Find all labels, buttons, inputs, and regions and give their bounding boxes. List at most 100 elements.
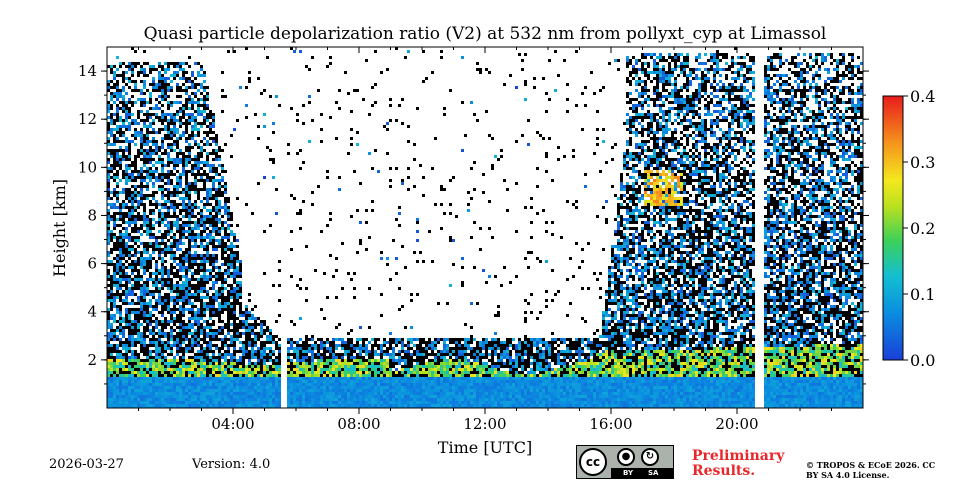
heatmap-cell <box>224 209 227 212</box>
heatmap-cell <box>278 383 281 386</box>
heatmap-cell <box>149 314 152 317</box>
heatmap-cell <box>245 374 248 377</box>
heatmap-cell <box>272 365 275 368</box>
heatmap-cell <box>125 266 128 269</box>
heatmap-cell <box>107 233 110 236</box>
heatmap-cell <box>389 98 392 101</box>
heatmap-cell <box>131 272 134 275</box>
heatmap-cell <box>194 293 197 296</box>
heatmap-cell <box>158 365 161 368</box>
heatmap-cell <box>380 362 383 365</box>
heatmap-cell <box>179 209 182 212</box>
heatmap-cell <box>185 395 188 398</box>
heatmap-cell <box>392 380 395 383</box>
heatmap-cell <box>326 386 329 389</box>
heatmap-cell <box>260 323 263 326</box>
heatmap-cell <box>242 323 245 326</box>
heatmap-cell <box>296 404 299 407</box>
heatmap-cell <box>356 356 359 359</box>
heatmap-cell <box>383 338 386 341</box>
heatmap-cell <box>176 224 179 227</box>
heatmap-cell <box>128 128 131 131</box>
heatmap-cell <box>107 347 110 350</box>
heatmap-cell <box>197 278 200 281</box>
heatmap-cell <box>323 341 326 344</box>
heatmap-cell <box>341 398 344 401</box>
heatmap-cell <box>122 293 125 296</box>
heatmap-cell <box>266 347 269 350</box>
heatmap-cell <box>269 359 272 362</box>
heatmap-cell <box>164 80 167 83</box>
heatmap-cell <box>152 332 155 335</box>
heatmap-cell <box>350 374 353 377</box>
heatmap-cell <box>143 251 146 254</box>
heatmap-cell <box>266 356 269 359</box>
heatmap-cell <box>182 404 185 407</box>
heatmap-cell <box>146 251 149 254</box>
heatmap-cell <box>113 134 116 137</box>
heatmap-cell <box>347 350 350 353</box>
heatmap-cell <box>209 347 212 350</box>
heatmap-cell <box>131 311 134 314</box>
heatmap-cell <box>185 197 188 200</box>
heatmap-cell <box>149 365 152 368</box>
heatmap-cell <box>308 404 311 407</box>
heatmap-cell <box>239 404 242 407</box>
heatmap-cell <box>155 68 158 71</box>
heatmap-cell <box>332 362 335 365</box>
heatmap-cell <box>194 401 197 404</box>
heatmap-cell <box>182 206 185 209</box>
heatmap-cell <box>248 344 251 347</box>
heatmap-cell <box>311 203 314 206</box>
heatmap-cell <box>146 113 149 116</box>
heatmap-cell <box>227 215 230 218</box>
heatmap-cell <box>341 386 344 389</box>
heatmap-cell <box>182 122 185 125</box>
heatmap-cell <box>347 380 350 383</box>
heatmap-cell <box>119 251 122 254</box>
heatmap-cell <box>371 395 374 398</box>
heatmap-cell <box>140 260 143 263</box>
heatmap-cell <box>134 164 137 167</box>
heatmap-cell <box>140 167 143 170</box>
heatmap-cell <box>236 290 239 293</box>
heatmap-cell <box>257 377 260 380</box>
heatmap-cell <box>176 284 179 287</box>
heatmap-cell <box>182 365 185 368</box>
heatmap-cell <box>149 131 152 134</box>
heatmap-cell <box>152 371 155 374</box>
heatmap-cell <box>302 104 305 107</box>
heatmap-cell <box>275 386 278 389</box>
heatmap-cell <box>380 368 383 371</box>
heatmap-cell <box>167 389 170 392</box>
heatmap-cell <box>227 317 230 320</box>
heatmap-cell <box>218 368 221 371</box>
heatmap-cell <box>146 257 149 260</box>
heatmap-cell <box>152 131 155 134</box>
heatmap-cell <box>224 188 227 191</box>
heatmap-cell <box>107 350 110 353</box>
heatmap-cell <box>221 206 224 209</box>
heatmap-cell <box>389 365 392 368</box>
heatmap-cell <box>212 176 215 179</box>
heatmap-cell <box>128 224 131 227</box>
heatmap-cell <box>119 203 122 206</box>
heatmap-cell <box>233 293 236 296</box>
heatmap-cell <box>185 203 188 206</box>
heatmap-cell <box>299 368 302 371</box>
heatmap-cell <box>122 242 125 245</box>
heatmap-cell <box>206 215 209 218</box>
heatmap-cell <box>227 338 230 341</box>
heatmap-cell <box>119 317 122 320</box>
heatmap-cell <box>170 308 173 311</box>
heatmap-cell <box>110 68 113 71</box>
heatmap-cell <box>194 206 197 209</box>
heatmap-cell <box>122 71 125 74</box>
heatmap-cell <box>113 266 116 269</box>
heatmap-cell <box>200 242 203 245</box>
heatmap-cell <box>191 113 194 116</box>
heatmap-cell <box>173 125 176 128</box>
heatmap-cell <box>182 104 185 107</box>
heatmap-cell <box>215 392 218 395</box>
heatmap-cell <box>149 302 152 305</box>
